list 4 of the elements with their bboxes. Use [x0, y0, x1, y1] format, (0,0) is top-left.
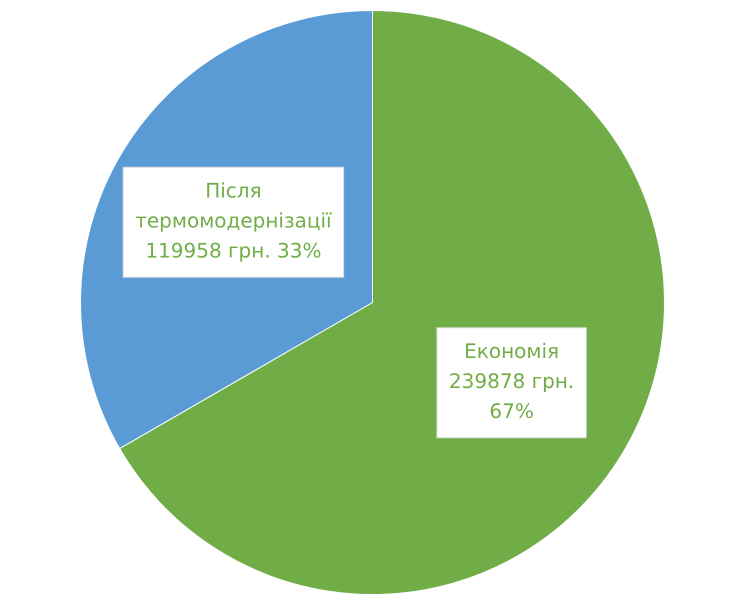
slice-label: Після термомодернізації [135, 178, 332, 232]
slice-label: Економія [464, 338, 560, 363]
data-label: 119958 грн. 33% [145, 238, 322, 262]
data-label: 239878 грн. 67% [448, 368, 574, 423]
